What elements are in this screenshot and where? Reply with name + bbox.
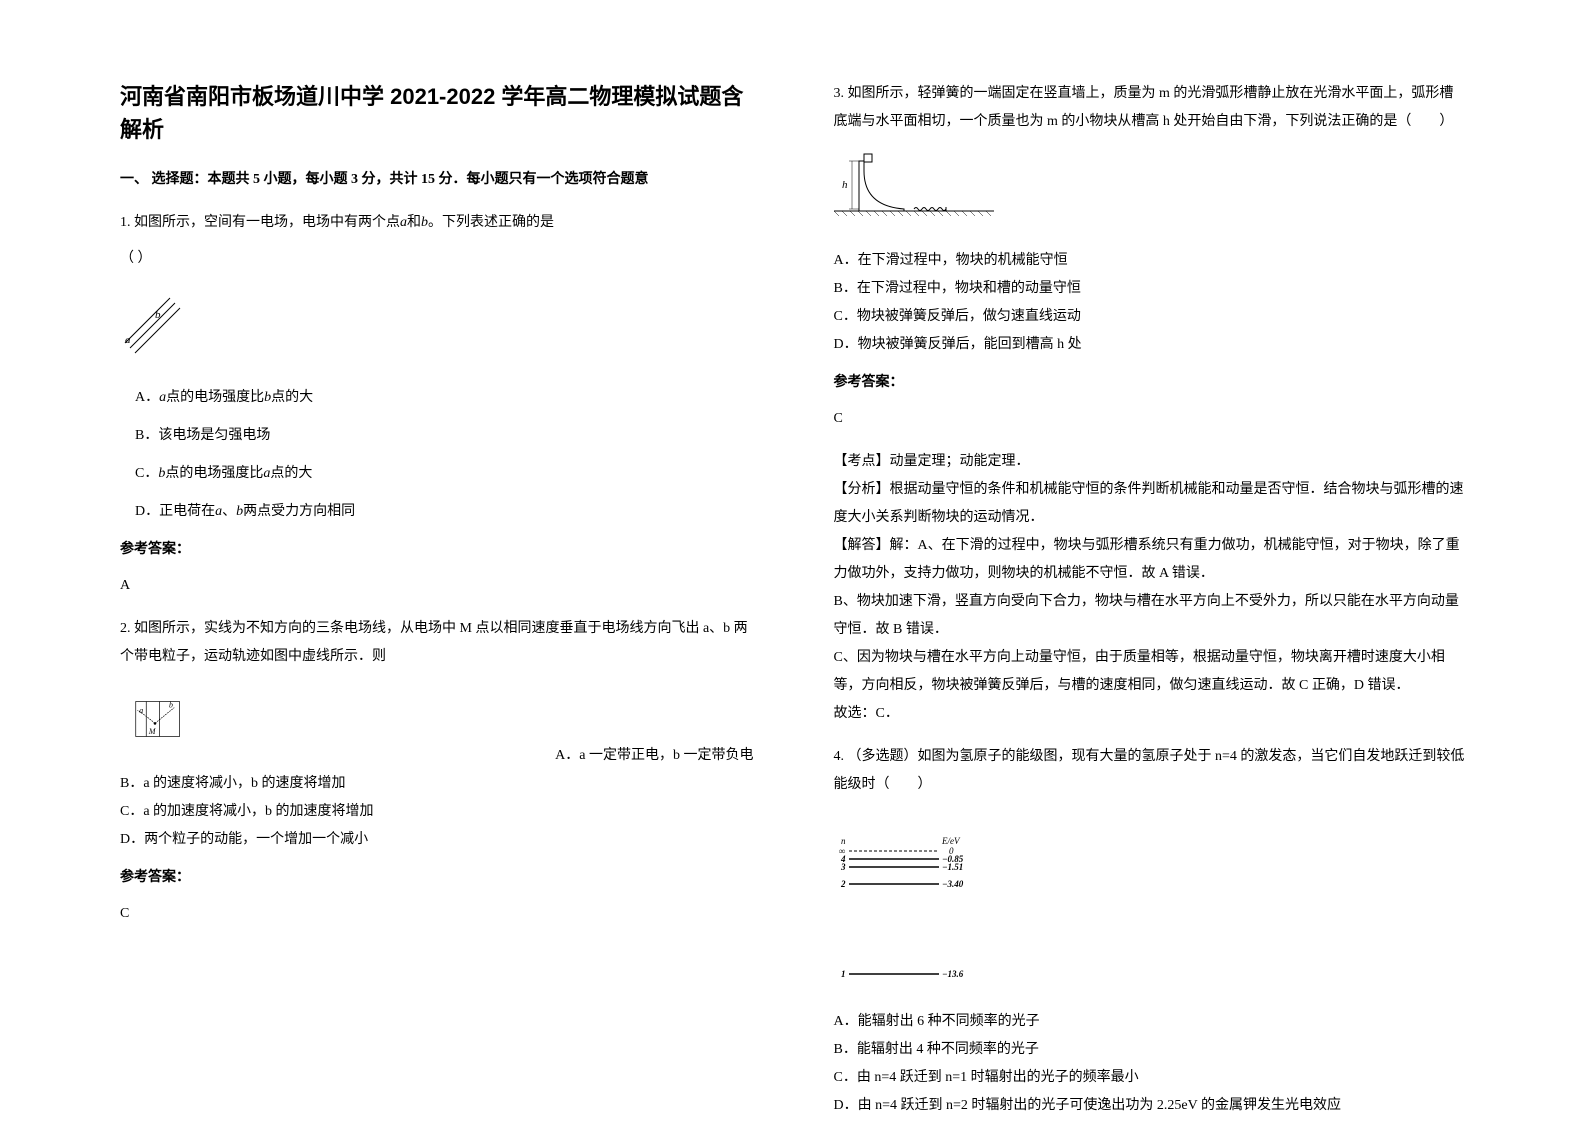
q2-optD: D．两个粒子的动能，一个增加一个减小 [120,826,754,854]
svg-text:2: 2 [840,879,846,889]
field-lines-icon: a b [120,288,190,358]
q2-answer-label: 参考答案： [120,864,754,892]
arc-slot-icon: h [834,151,994,221]
q2-answer: C [120,900,754,928]
svg-text:E/eV: E/eV [941,836,961,846]
q3-solve-b: B、物块加速下滑，竖直方向受向下合力，物块与槽在水平方向上不受外力，所以只能在水… [834,588,1468,644]
q1-stem-mid: 和 [407,215,421,230]
q2-stem: 2. 如图所示，实线为不知方向的三条电场线，从电场中 M 点以相同速度垂直于电场… [120,615,754,671]
q1-optD: D．正电荷在a、b两点受力方向相同 [135,498,754,526]
svg-text:b: b [155,309,161,321]
q1-stem: 1. 如图所示，空间有一电场，电场中有两个点a和b。下列表述正确的是 [120,209,754,237]
q1-diagram: a b [120,288,754,369]
q4-optD: D．由 n=4 跃迁到 n=2 时辐射出的光子可使逸出功为 2.25eV 的金属… [834,1092,1468,1120]
q3-diagram: h [834,151,1468,232]
svg-text:3: 3 [840,862,846,872]
q4-stem: 4. （多选题）如图为氢原子的能级图，现有大量的氢原子处于 n=4 的激发态，当… [834,743,1468,799]
svg-text:h: h [842,179,848,191]
q4-optC: C．由 n=4 跃迁到 n=1 时辐射出的光子的频率最小 [834,1064,1468,1092]
q3-tag-analysis: 【分析】根据动量守恒的条件和机械能守恒的条件判断机械能和动量是否守恒．结合物块与… [834,476,1468,532]
svg-text:−3.40: −3.40 [942,879,964,889]
energy-n1-icon: 1 −13.6 [834,967,974,982]
q3-tag-solve: 【解答】解：A、在下滑的过程中，物块与弧形槽系统只有重力做功，机械能守恒，对于物… [834,532,1468,588]
q3-solve-end: 故选：C． [834,700,1468,728]
svg-text:n: n [841,836,846,846]
q1-stem-pre: 1. 如图所示，空间有一电场，电场中有两个点 [120,215,400,230]
right-column: 3. 如图所示，轻弹簧的一端固定在竖直墙上，质量为 m 的光滑弧形槽静止放在光滑… [794,80,1488,1082]
left-column: 河南省南阳市板场道川中学 2021-2022 学年高二物理模拟试题含解析 一、 … [100,80,794,1082]
svg-text:1: 1 [841,969,846,979]
q1-bracket: （ ） [120,245,754,273]
svg-text:−13.6: −13.6 [942,969,964,979]
q3-solve-c: C、因为物块与槽在水平方向上动量守恒，由于质量相等，根据动量守恒，物块离开槽时速… [834,644,1468,700]
question-1: 1. 如图所示，空间有一电场，电场中有两个点a和b。下列表述正确的是 （ ） a… [120,209,754,600]
q3-optA: A．在下滑过程中，物块的机械能守恒 [834,247,1468,275]
svg-text:M: M [148,727,156,736]
q3-optC: C．物块被弹簧反弹后，做匀速直线运动 [834,303,1468,331]
svg-text:b: b [169,701,173,710]
q1-optB: B．该电场是匀强电场 [135,422,754,450]
page-title: 河南省南阳市板场道川中学 2021-2022 学年高二物理模拟试题含解析 [120,80,754,146]
q2-optB: B．a 的速度将减小，b 的速度将增加 [120,770,754,798]
q3-answer-label: 参考答案： [834,369,1468,397]
q4-optA: A．能辐射出 6 种不同频率的光子 [834,1008,1468,1036]
q2-optC: C．a 的加速度将减小，b 的加速度将增加 [120,798,754,826]
svg-text:a: a [125,334,131,346]
q3-optB: B．在下滑过程中，物块和槽的动量守恒 [834,275,1468,303]
particle-track-icon: a b M [120,694,190,744]
svg-text:−1.51: −1.51 [942,862,963,872]
q1-optA: A．a点的电场强度比b点的大 [135,384,754,412]
q3-stem: 3. 如图所示，轻弹簧的一端固定在竖直墙上，质量为 m 的光滑弧形槽静止放在光滑… [834,80,1468,136]
q1-optC: C．b点的电场强度比a点的大 [135,460,754,488]
svg-text:a: a [139,706,143,715]
question-2: 2. 如图所示，实线为不知方向的三条电场线，从电场中 M 点以相同速度垂直于电场… [120,615,754,928]
q3-answer: C [834,405,1468,433]
q1-answer-label: 参考答案： [120,536,754,564]
q3-tag-point: 【考点】动量定理；动能定理． [834,448,1468,476]
q2-diagram: a b M [120,694,190,755]
question-3: 3. 如图所示，轻弹簧的一端固定在竖直墙上，质量为 m 的光滑弧形槽静止放在光滑… [834,80,1468,728]
energy-level-icon: n E/eV ∞ 0 4 −0.85 3 −1.51 2 −3.40 [834,814,974,914]
section1-header: 一、 选择题：本题共 5 小题，每小题 3 分，共计 15 分．每小题只有一个选… [120,166,754,194]
question-4: 4. （多选题）如图为氢原子的能级图，现有大量的氢原子处于 n=4 的激发态，当… [834,743,1468,1120]
q4-diagram: n E/eV ∞ 0 4 −0.85 3 −1.51 2 −3.40 1 − [834,814,1468,993]
q4-optB: B．能辐射出 4 种不同频率的光子 [834,1036,1468,1064]
q1-stem-post: 。下列表述正确的是 [428,215,554,230]
q1-answer: A [120,572,754,600]
q1-options: A．a点的电场强度比b点的大 B．该电场是匀强电场 C．b点的电场强度比a点的大… [135,384,754,526]
q2-optA: A．a 一定带正电，b 一定带负电 [190,742,754,770]
q3-optD: D．物块被弹簧反弹后，能回到槽高 h 处 [834,331,1468,359]
